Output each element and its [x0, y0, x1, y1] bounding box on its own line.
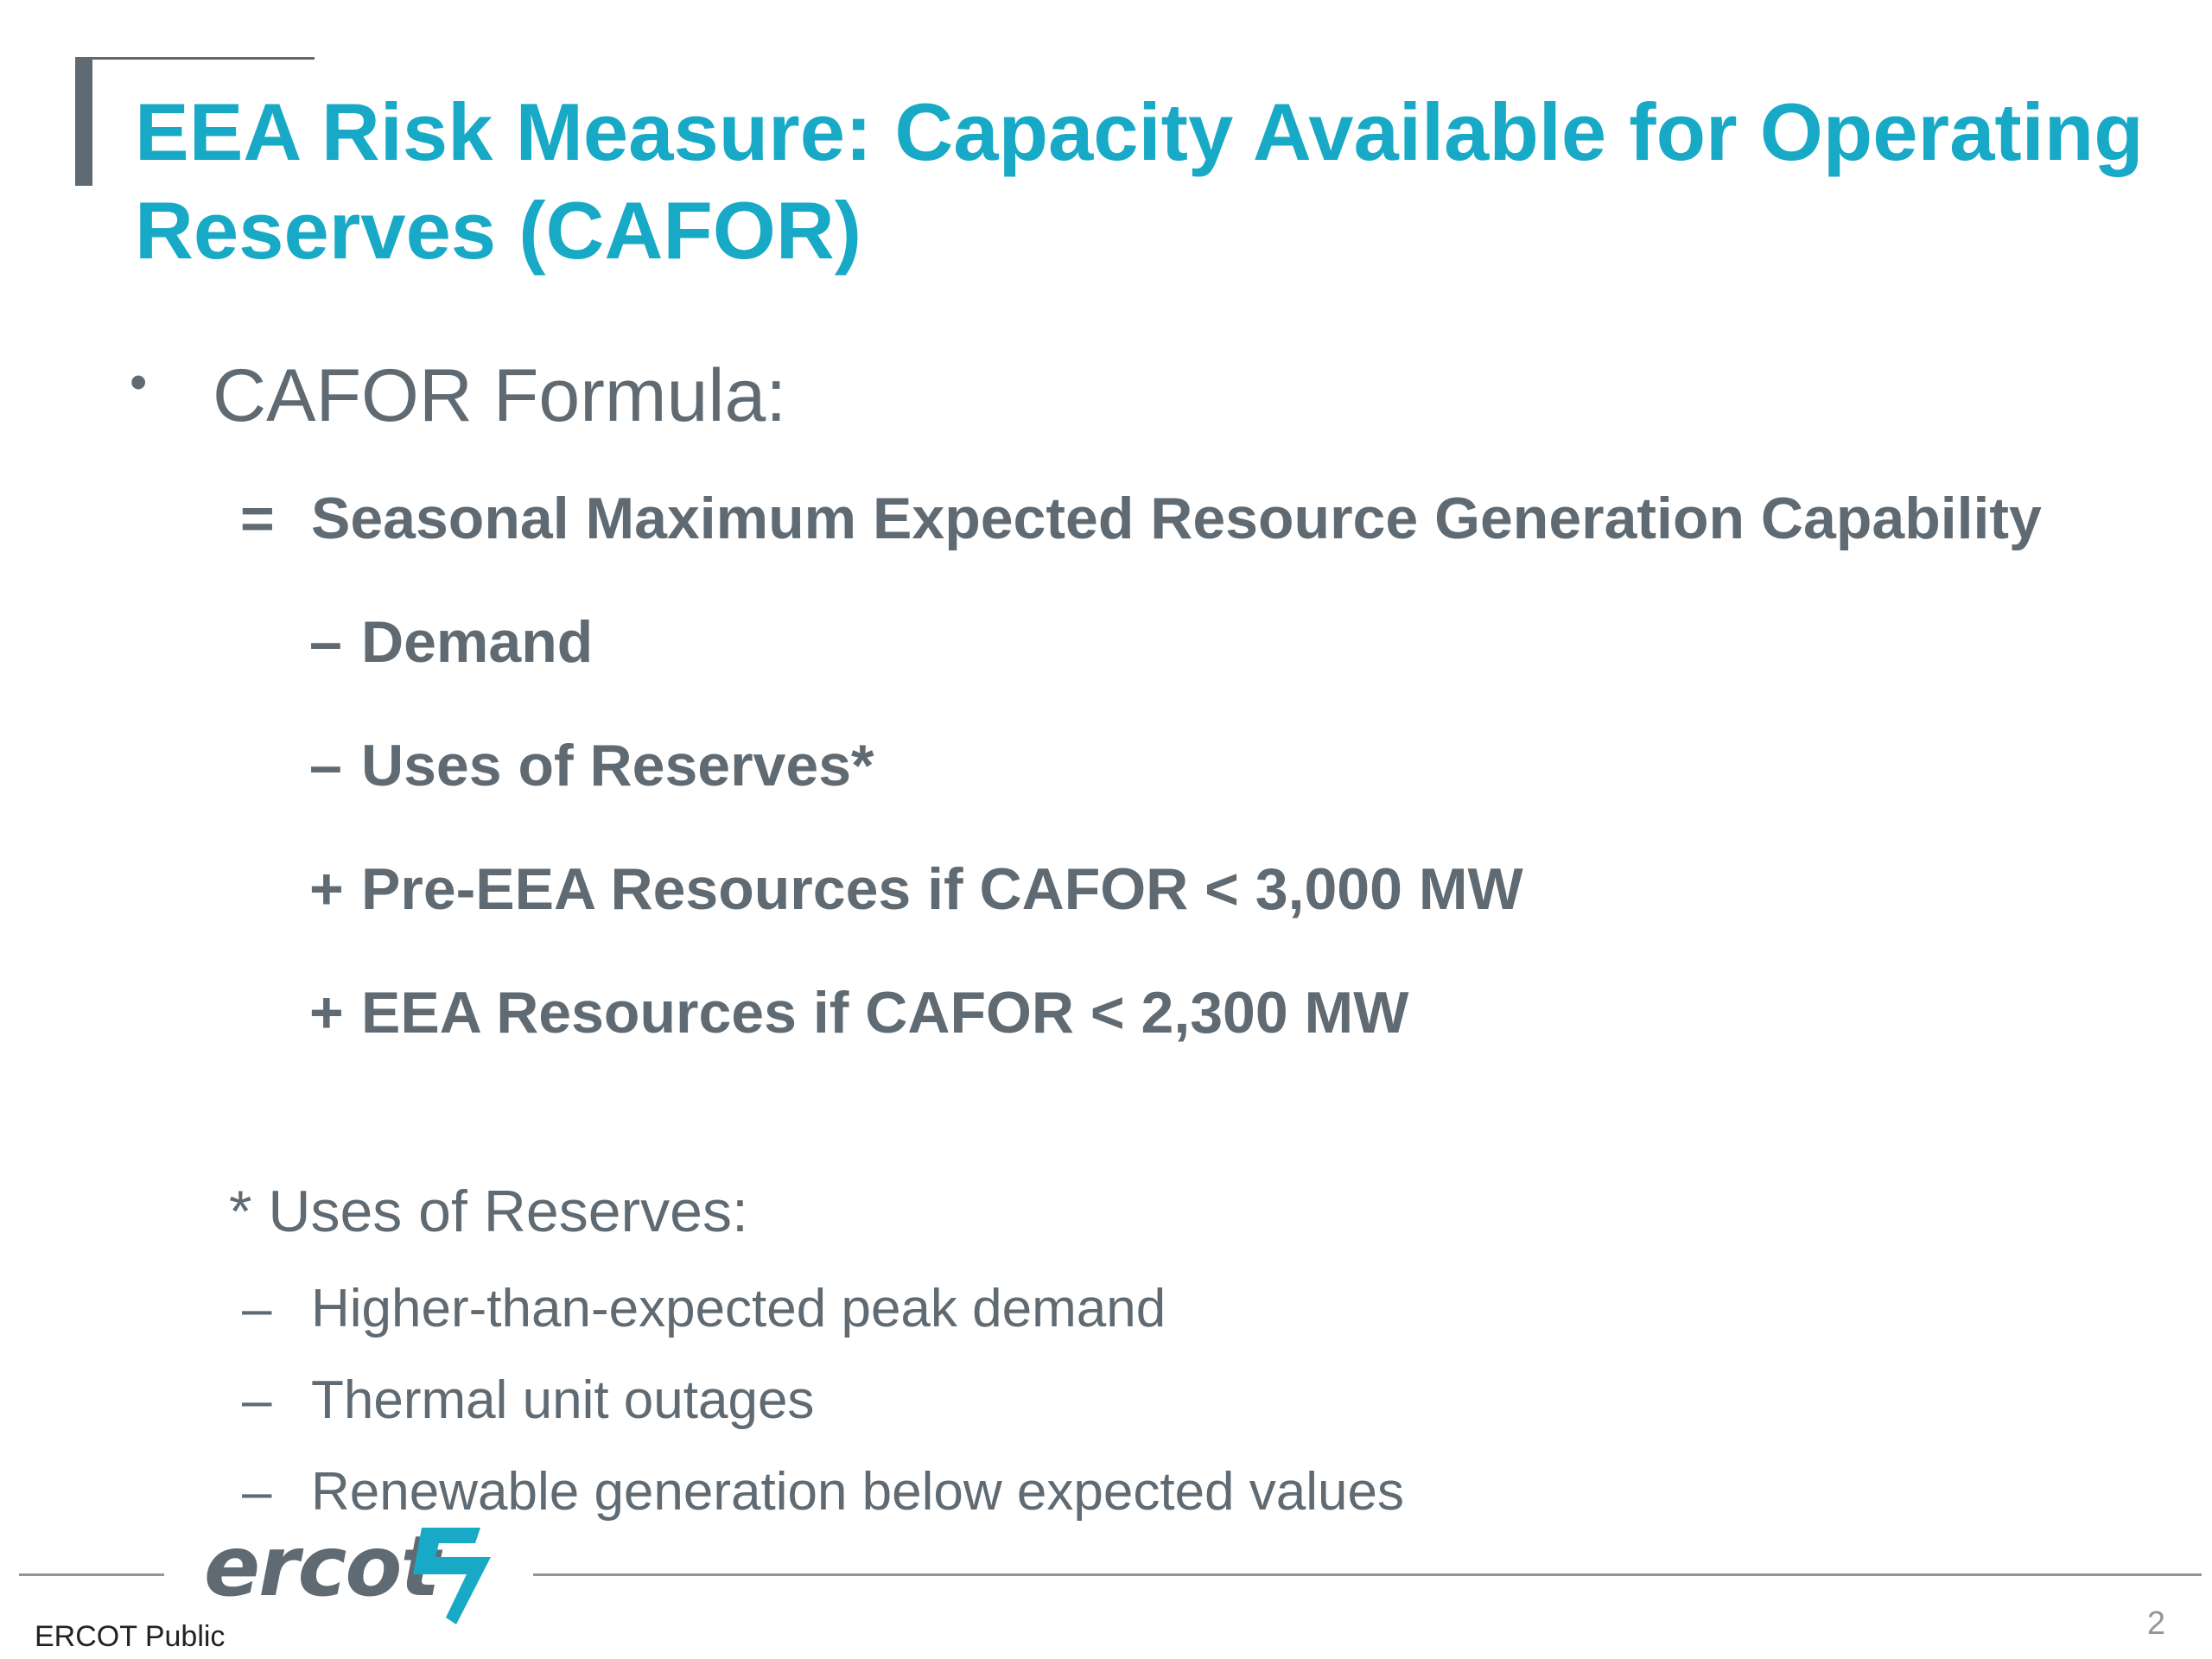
footnote-heading: * Uses of Reserves:: [229, 1179, 748, 1244]
footer-label: ERCOT Public: [35, 1620, 226, 1653]
formula-line-eea: + EEA Resources if CAFOR < 2,300 MW: [309, 978, 1408, 1047]
formula-line-generation: = Seasonal Maximum Expected Resource Gene…: [240, 484, 2042, 553]
slide-title: EEA Risk Measure: Capacity Available for…: [135, 86, 2144, 276]
footnote-item-text: Thermal unit outages: [311, 1370, 815, 1430]
formula-line-demand: – Demand: [309, 607, 593, 677]
formula-term: Uses of Reserves*: [361, 733, 874, 798]
formula-term: Pre-EEA Resources if CAFOR < 3,000 MW: [361, 856, 1523, 922]
footnote-item-text: Higher-than-expected peak demand: [311, 1279, 1166, 1338]
formula-term: Demand: [361, 609, 594, 675]
footer-rule-right: [533, 1573, 2202, 1576]
footnote-item-text: Renewable generation below expected valu…: [311, 1462, 1404, 1522]
formula-term: Seasonal Maximum Expected Resource Gener…: [311, 486, 2042, 551]
formula-line-pre-eea: + Pre-EEA Resources if CAFOR < 3,000 MW: [309, 855, 1523, 924]
footer-rule-left: [19, 1573, 164, 1576]
ercot-logo: ercot: [204, 1519, 498, 1630]
formula-operator: –: [309, 733, 342, 798]
formula-heading: CAFOR Formula:: [213, 354, 787, 437]
formula-operator: +: [309, 856, 344, 922]
footnote-dash: –: [242, 1462, 272, 1522]
formula-operator: =: [240, 486, 275, 551]
formula-term: EEA Resources if CAFOR < 2,300 MW: [361, 980, 1409, 1046]
footnote-dash: –: [242, 1279, 272, 1338]
footnote-dash: –: [242, 1370, 272, 1430]
formula-line-uses-of-reserves: – Uses of Reserves*: [309, 731, 874, 800]
page-number: 2: [2146, 1605, 2165, 1642]
ercot-bolt-icon: [413, 1528, 491, 1624]
logo-wordmark: ercot: [204, 1518, 440, 1615]
title-accent-bar: [75, 60, 92, 186]
formula-operator: –: [309, 609, 342, 675]
bullet-marker: •: [130, 354, 148, 410]
title-accent-line: [75, 57, 315, 60]
formula-operator: +: [309, 980, 344, 1046]
